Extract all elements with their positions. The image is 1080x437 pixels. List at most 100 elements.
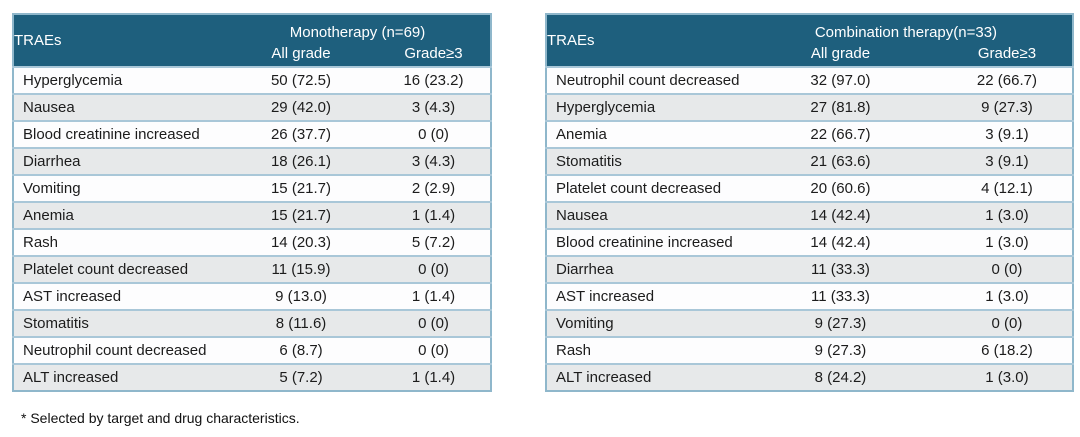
grade3-value-cell: 16 (23.2) [377, 66, 491, 94]
all-grade-value-cell: 9 (27.3) [739, 336, 942, 364]
grade3-value-cell: 1 (1.4) [377, 201, 491, 229]
grade3-value-cell: 1 (3.0) [941, 201, 1074, 229]
grade3-value-cell: 3 (9.1) [941, 120, 1074, 148]
table-row: Vomiting 15 (21.7) 2 (2.9) [13, 174, 491, 202]
grade3-value-cell: 1 (3.0) [941, 282, 1074, 310]
grade3-value-cell: 22 (66.7) [941, 66, 1074, 94]
trae-name-cell: Vomiting [13, 174, 225, 202]
grade3-value-cell: 1 (3.0) [941, 228, 1074, 256]
all-grade-value-cell: 8 (24.2) [739, 363, 942, 391]
trae-name-cell: Hyperglycemia [546, 93, 740, 121]
monotherapy-table-header: TRAEs Monotherapy (n=69) All grade Grade… [13, 14, 491, 67]
table-row: AST increased 9 (13.0) 1 (1.4) [13, 282, 491, 310]
grade3-value-cell: 9 (27.3) [941, 93, 1074, 121]
trae-name-cell: Platelet count decreased [546, 174, 740, 202]
grade3-value-cell: 1 (1.4) [377, 363, 491, 391]
trae-name-cell: Neutrophil count decreased [13, 336, 225, 364]
table-row: ALT increased 5 (7.2) 1 (1.4) [13, 363, 491, 391]
combination-table-header: TRAEs Combination therapy(n=33) All grad… [546, 14, 1074, 67]
combination-therapy-table: TRAEs Combination therapy(n=33) All grad… [545, 13, 1075, 392]
all-grade-value-cell: 15 (21.7) [225, 174, 377, 202]
trae-name-cell: Neutrophil count decreased [546, 66, 740, 94]
trae-name-cell: Vomiting [546, 309, 740, 337]
grade3-value-cell: 2 (2.9) [377, 174, 491, 202]
grade3-value-cell: 3 (4.3) [377, 147, 491, 175]
grade3-value-cell: 5 (7.2) [377, 228, 491, 256]
all-grade-value-cell: 9 (27.3) [739, 309, 942, 337]
trae-name-cell: Diarrhea [546, 255, 740, 283]
table-row: Blood creatinine increased 14 (42.4) 1 (3.… [546, 228, 1074, 256]
all-grade-value-cell: 21 (63.6) [739, 147, 942, 175]
grade3-value-cell: 0 (0) [377, 255, 491, 283]
table-row: Anemia 15 (21.7) 1 (1.4) [13, 201, 491, 229]
trae-name-cell: Rash [546, 336, 740, 364]
trae-name-cell: Nausea [13, 93, 225, 121]
grade3-column-header: Grade≥3 [941, 41, 1074, 67]
all-grade-value-cell: 27 (81.8) [739, 93, 942, 121]
table-row: Diarrhea 18 (26.1) 3 (4.3) [13, 147, 491, 175]
all-grade-value-cell: 6 (8.7) [225, 336, 377, 364]
all-grade-value-cell: 15 (21.7) [225, 201, 377, 229]
all-grade-value-cell: 11 (15.9) [225, 255, 377, 283]
tables-container: TRAEs Monotherapy (n=69) All grade Grade… [12, 13, 1075, 392]
table-row: Neutrophil count decreased 32 (97.0) 22 (6… [546, 66, 1074, 94]
grade3-value-cell: 0 (0) [941, 309, 1074, 337]
trae-name-cell: ALT increased [13, 363, 225, 391]
table-row: Blood creatinine increased 26 (37.7) 0 (0) [13, 120, 491, 148]
all-grade-value-cell: 5 (7.2) [225, 363, 377, 391]
all-grade-value-cell: 14 (42.4) [739, 228, 942, 256]
monotherapy-table-body: Hyperglycemia 50 (72.5) 16 (23.2) Nausea 29 … [13, 66, 491, 391]
trae-name-cell: Platelet count decreased [13, 255, 225, 283]
combination-group-header: Combination therapy(n=33) [739, 14, 1074, 41]
all-grade-column-header: All grade [225, 41, 377, 67]
table-row: Anemia 22 (66.7) 3 (9.1) [546, 120, 1074, 148]
grade3-value-cell: 0 (0) [941, 255, 1074, 283]
trae-name-cell: Stomatitis [13, 309, 225, 337]
traes-column-header: TRAEs [546, 14, 740, 67]
table-row: Neutrophil count decreased 6 (8.7) 0 (0) [13, 336, 491, 364]
all-grade-value-cell: 50 (72.5) [225, 66, 377, 94]
all-grade-value-cell: 32 (97.0) [739, 66, 942, 94]
all-grade-value-cell: 11 (33.3) [739, 282, 942, 310]
trae-name-cell: Anemia [546, 120, 740, 148]
table-row: Stomatitis 8 (11.6) 0 (0) [13, 309, 491, 337]
all-grade-value-cell: 9 (13.0) [225, 282, 377, 310]
table-row: Hyperglycemia 27 (81.8) 9 (27.3) [546, 93, 1074, 121]
trae-name-cell: AST increased [13, 282, 225, 310]
trae-name-cell: ALT increased [546, 363, 740, 391]
table-row: Diarrhea 11 (33.3) 0 (0) [546, 255, 1074, 283]
grade3-value-cell: 3 (9.1) [941, 147, 1074, 175]
table-row: Platelet count decreased 20 (60.6) 4 (12.1… [546, 174, 1074, 202]
grade3-value-cell: 1 (3.0) [941, 363, 1074, 391]
trae-name-cell: Blood creatinine increased [546, 228, 740, 256]
trae-name-cell: Blood creatinine increased [13, 120, 225, 148]
all-grade-value-cell: 14 (42.4) [739, 201, 942, 229]
table-row: Nausea 29 (42.0) 3 (4.3) [13, 93, 491, 121]
combination-table-body: Neutrophil count decreased 32 (97.0) 22 (6… [546, 66, 1074, 391]
table-row: Vomiting 9 (27.3) 0 (0) [546, 309, 1074, 337]
grade3-value-cell: 4 (12.1) [941, 174, 1074, 202]
footnote: * Selected by target and drug characteri… [21, 410, 300, 426]
all-grade-column-header: All grade [739, 41, 942, 67]
all-grade-value-cell: 18 (26.1) [225, 147, 377, 175]
table-row: Hyperglycemia 50 (72.5) 16 (23.2) [13, 66, 491, 94]
all-grade-value-cell: 8 (11.6) [225, 309, 377, 337]
table-row: AST increased 11 (33.3) 1 (3.0) [546, 282, 1074, 310]
all-grade-value-cell: 26 (37.7) [225, 120, 377, 148]
trae-name-cell: Stomatitis [546, 147, 740, 175]
all-grade-value-cell: 29 (42.0) [225, 93, 377, 121]
grade3-value-cell: 0 (0) [377, 309, 491, 337]
grade3-column-header: Grade≥3 [377, 41, 491, 67]
grade3-value-cell: 0 (0) [377, 120, 491, 148]
trae-name-cell: Diarrhea [13, 147, 225, 175]
traes-column-header: TRAEs [13, 14, 225, 67]
grade3-value-cell: 3 (4.3) [377, 93, 491, 121]
table-row: Rash 9 (27.3) 6 (18.2) [546, 336, 1074, 364]
table-row: Stomatitis 21 (63.6) 3 (9.1) [546, 147, 1074, 175]
grade3-value-cell: 0 (0) [377, 336, 491, 364]
all-grade-value-cell: 11 (33.3) [739, 255, 942, 283]
trae-name-cell: Hyperglycemia [13, 66, 225, 94]
all-grade-value-cell: 14 (20.3) [225, 228, 377, 256]
trae-name-cell: AST increased [546, 282, 740, 310]
